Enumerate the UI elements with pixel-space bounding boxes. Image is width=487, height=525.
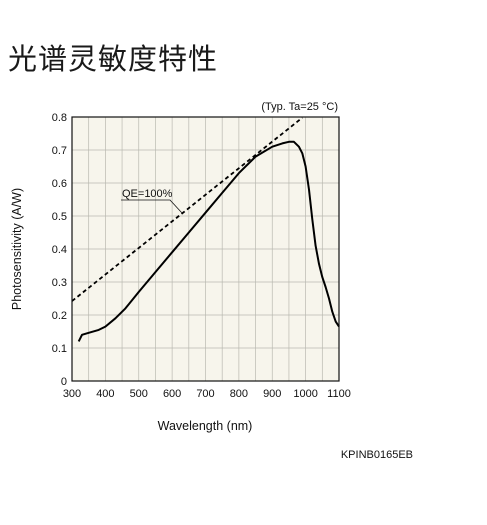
y-tick-label: 0.5 xyxy=(52,211,67,223)
qe-label: QE=100% xyxy=(122,188,173,200)
x-tick-label: 300 xyxy=(63,388,81,400)
x-tick-label: 800 xyxy=(230,388,248,400)
plot-frame xyxy=(71,116,340,382)
x-tick-label: 700 xyxy=(196,388,214,400)
x-tick-label: 1000 xyxy=(293,388,317,400)
y-tick-label: 0.6 xyxy=(52,178,67,190)
y-tick-label: 0.8 xyxy=(52,112,67,124)
y-tick-label: 0 xyxy=(61,376,67,388)
series-group xyxy=(71,116,340,342)
page-title: 光谱灵敏度特性 xyxy=(8,42,219,76)
grid xyxy=(72,117,339,381)
figure-code: KPINB0165EB xyxy=(341,449,413,461)
axis-ticks: 300 400 500 600 700 800 900 1000 1100 0 0.1 0.2 0.3 0… xyxy=(52,112,351,400)
y-tick-label: 0.4 xyxy=(52,244,67,256)
y-tick-label: 0.1 xyxy=(52,343,67,355)
y-axis-title: Photosensitivity (A/W) xyxy=(10,188,24,310)
y-tick-label: 0.7 xyxy=(52,145,67,157)
qe-100-percent-line xyxy=(71,116,303,302)
x-tick-label: 600 xyxy=(163,388,181,400)
annotation-conditions: (Typ. Ta=25 °C) xyxy=(261,101,338,113)
x-tick-label: 1100 xyxy=(327,388,351,400)
photosensitivity-curve xyxy=(77,140,340,342)
y-tick-label: 0.2 xyxy=(52,310,67,322)
x-tick-label: 400 xyxy=(96,388,114,400)
x-axis-title: Wavelength (nm) xyxy=(158,419,253,433)
x-tick-label: 900 xyxy=(263,388,281,400)
qe-leader-line xyxy=(121,199,183,214)
y-tick-label: 0.3 xyxy=(52,277,67,289)
x-tick-label: 500 xyxy=(130,388,148,400)
